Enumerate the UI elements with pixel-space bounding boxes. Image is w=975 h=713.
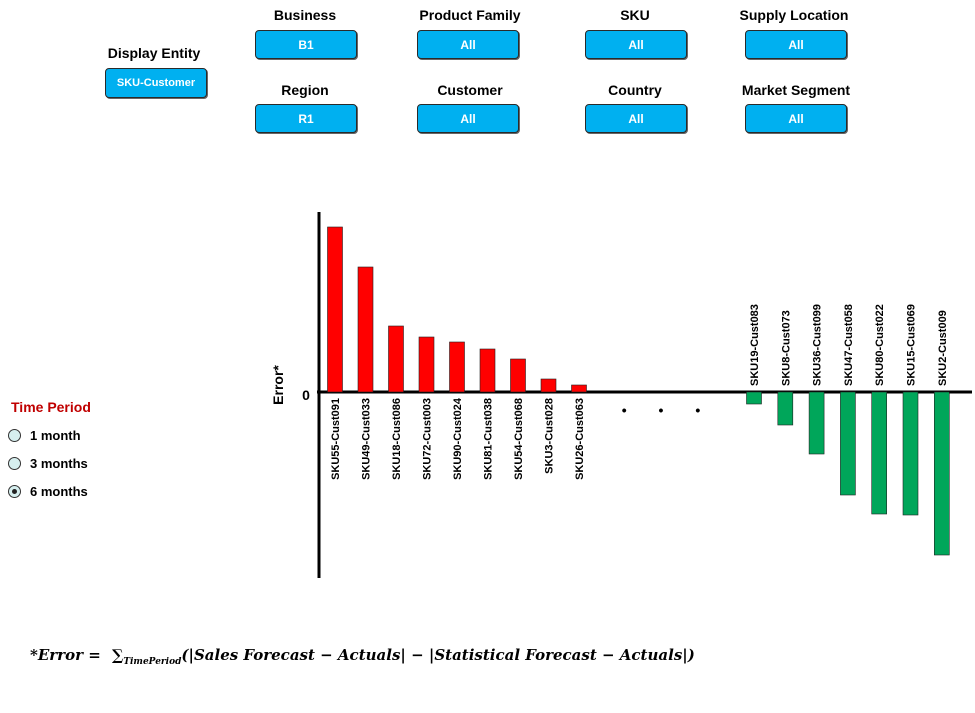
business-filter-button[interactable]: B1 — [255, 30, 357, 59]
formula-lhs: *Error = — [30, 646, 101, 664]
customer-label: Customer — [437, 82, 503, 98]
category-label-pos-4: SKU90-Cust024 — [452, 397, 464, 480]
y-axis-label: Error* — [270, 365, 286, 405]
bar-pos-1 — [357, 266, 374, 393]
category-label-pos-3: SKU72-Cust003 — [422, 398, 434, 480]
bar-pos-3 — [418, 336, 435, 393]
bar-neg-6 — [933, 391, 950, 556]
bar-neg-3 — [840, 391, 856, 496]
region-filter-button[interactable]: R1 — [255, 104, 357, 133]
product-family-filter-button[interactable]: All — [417, 30, 519, 59]
region-label: Region — [281, 82, 329, 98]
customer-filter-button[interactable]: All — [417, 104, 519, 133]
sum-symbol: ∑ — [112, 646, 124, 664]
bar-pos-8 — [571, 384, 587, 393]
business-label: Business — [273, 7, 337, 23]
category-label-neg-0: SKU19-Cust083 — [749, 304, 761, 386]
y-axis-zero-tick: 0 — [302, 387, 310, 403]
category-label-pos-2: SKU18-Cust086 — [391, 398, 403, 480]
bar-neg-0 — [746, 391, 762, 405]
time-period-option-0[interactable]: 1 month — [8, 426, 81, 444]
bar-pos-5 — [479, 348, 496, 393]
display-entity-button[interactable]: SKU-Customer — [105, 68, 207, 98]
category-label-neg-1: SKU8-Cust073 — [780, 310, 792, 386]
radio-button[interactable] — [8, 456, 21, 470]
category-label-pos-8: SKU26-Cust063 — [574, 398, 586, 480]
category-label-neg-6: SKU2-Cust009 — [937, 310, 949, 386]
category-label-pos-7: SKU3-Cust028 — [544, 398, 556, 474]
category-label-pos-0: SKU55-Cust091 — [330, 398, 342, 480]
supply-location-filter-button[interactable]: All — [745, 30, 847, 59]
time-period-option-label: 1 month — [30, 427, 81, 443]
bar-pos-6 — [510, 358, 526, 393]
category-label-pos-5: SKU81-Cust038 — [483, 398, 495, 480]
bar-neg-4 — [871, 391, 888, 515]
error-formula: *Error = ∑TimePeriod(|Sales Forecast − A… — [30, 646, 695, 667]
bar-pos-7 — [540, 378, 557, 393]
category-label-neg-4: SKU80-Cust022 — [874, 304, 886, 386]
ellipsis-marker: • • • — [622, 402, 714, 418]
formula-sum-subscript: TimePeriod — [123, 657, 182, 667]
sku-label: SKU — [620, 7, 650, 23]
bar-neg-2 — [808, 391, 825, 455]
bar-neg-5 — [902, 391, 919, 516]
time-period-option-2[interactable]: 6 months — [8, 482, 88, 500]
country-label: Country — [608, 82, 662, 98]
category-label-pos-6: SKU54-Cust068 — [513, 398, 525, 480]
supply-location-label: Supply Location — [739, 7, 849, 23]
country-filter-button[interactable]: All — [585, 104, 687, 133]
time-period-option-label: 6 months — [30, 483, 88, 499]
time-period-title: Time Period — [11, 399, 91, 415]
display-entity-label: Display Entity — [107, 45, 201, 61]
category-label-neg-2: SKU36-Cust099 — [812, 304, 824, 386]
category-label-neg-3: SKU47-Cust058 — [843, 304, 855, 386]
sku-filter-button[interactable]: All — [585, 30, 687, 59]
market-segment-filter-button[interactable]: All — [745, 104, 847, 133]
time-period-option-label: 3 months — [30, 455, 88, 471]
market-segment-label: Market Segment — [741, 82, 851, 98]
radio-button[interactable] — [8, 484, 21, 498]
bar-pos-4 — [449, 341, 465, 393]
radio-button[interactable] — [8, 428, 21, 442]
formula-rhs: (|Sales Forecast − Actuals| − |Statistic… — [181, 646, 695, 664]
product-family-label: Product Family — [419, 7, 521, 23]
time-period-option-1[interactable]: 3 months — [8, 454, 88, 472]
bar-neg-1 — [777, 391, 794, 426]
bar-pos-2 — [388, 325, 404, 393]
category-label-neg-5: SKU15-Cust069 — [906, 304, 918, 386]
category-label-pos-1: SKU49-Cust033 — [361, 398, 373, 480]
bar-pos-0 — [327, 226, 343, 393]
